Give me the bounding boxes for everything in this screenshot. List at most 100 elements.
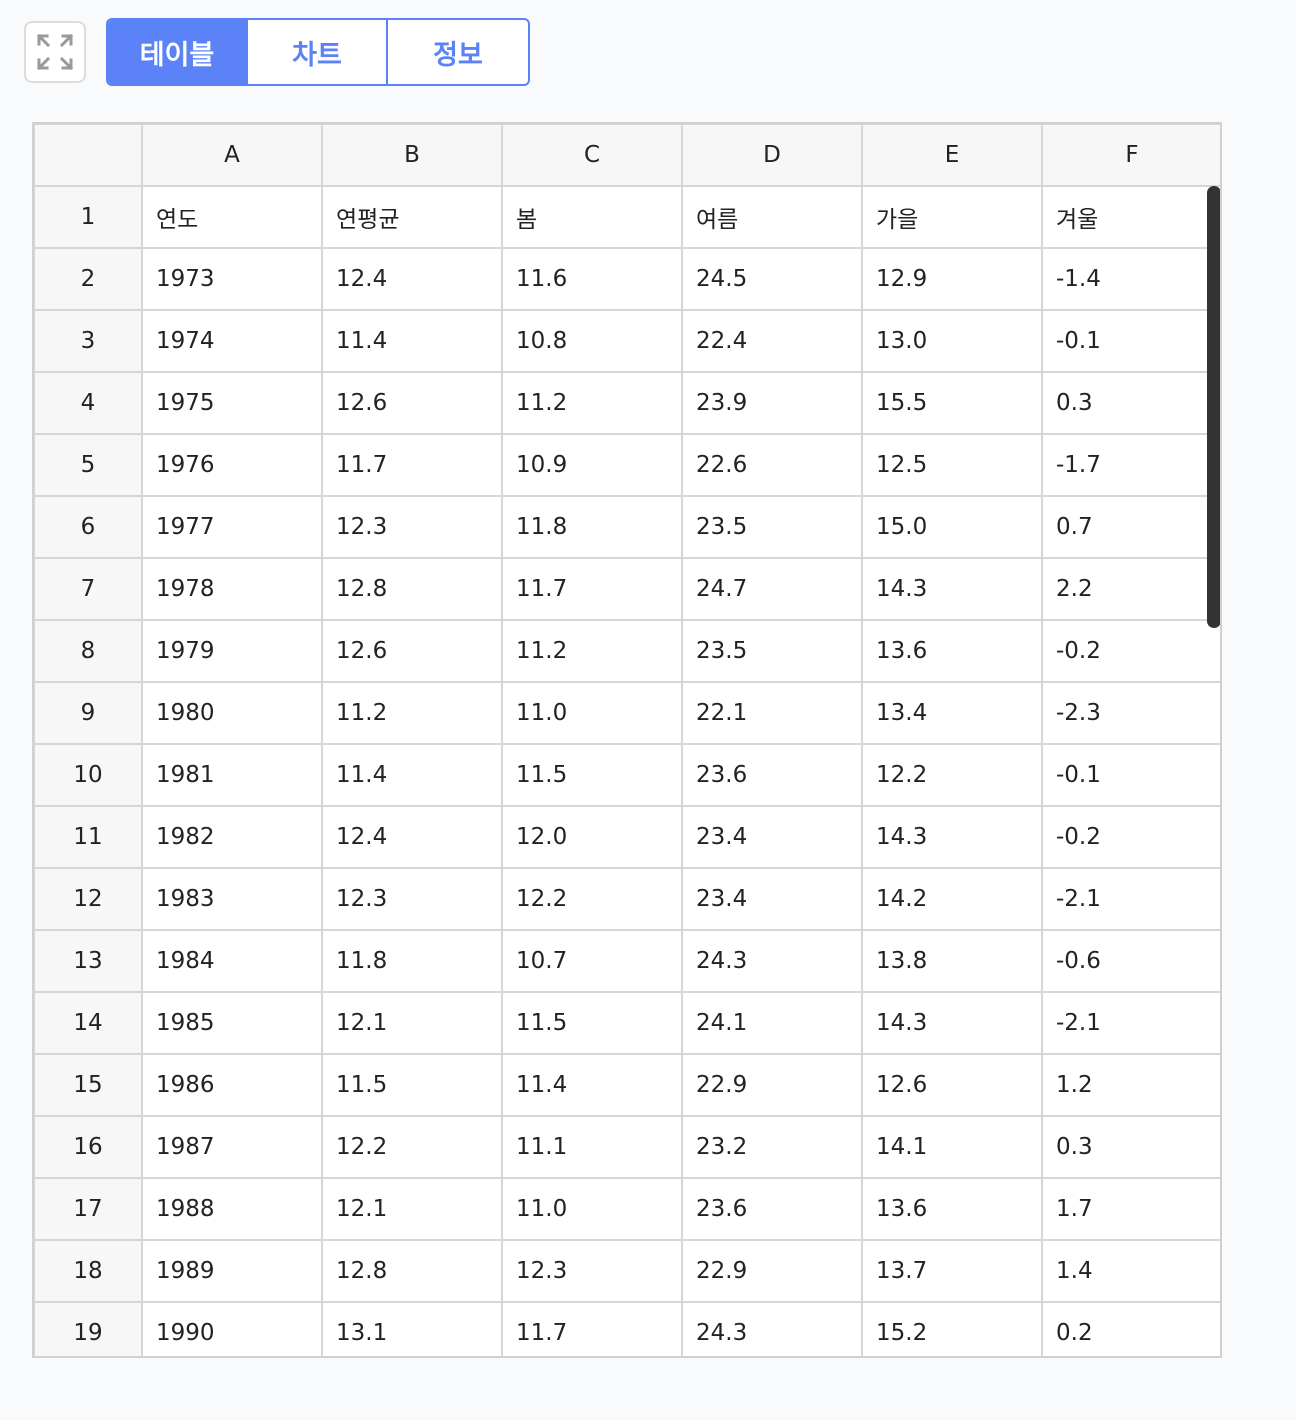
table-cell[interactable]: 14.3	[861, 991, 1043, 1055]
table-cell[interactable]: 1988	[141, 1177, 323, 1241]
table-cell[interactable]: 23.2	[681, 1115, 863, 1179]
table-cell[interactable]: 1981	[141, 743, 323, 807]
table-cell[interactable]: 12.9	[861, 247, 1043, 311]
table-cell[interactable]: 연도	[141, 185, 323, 249]
table-cell[interactable]: 0.7	[1041, 495, 1220, 559]
table-cell[interactable]: 23.6	[681, 1177, 863, 1241]
table-cell[interactable]: 23.5	[681, 495, 863, 559]
table-cell[interactable]: 22.1	[681, 681, 863, 745]
table-cell[interactable]: 11.2	[501, 619, 683, 683]
row-header[interactable]: 18	[34, 1239, 143, 1303]
table-cell[interactable]: 0.2	[1041, 1301, 1220, 1356]
table-cell[interactable]: -1.4	[1041, 247, 1220, 311]
table-cell[interactable]: 23.6	[681, 743, 863, 807]
table-cell[interactable]: 12.1	[321, 1177, 503, 1241]
table-cell[interactable]: 겨울	[1041, 185, 1220, 249]
row-header[interactable]: 8	[34, 619, 143, 683]
table-cell[interactable]: 12.3	[501, 1239, 683, 1303]
table-cell[interactable]: 가을	[861, 185, 1043, 249]
table-cell[interactable]: 11.0	[501, 681, 683, 745]
table-cell[interactable]: 여름	[681, 185, 863, 249]
table-cell[interactable]: 11.7	[501, 1301, 683, 1356]
table-cell[interactable]: 1984	[141, 929, 323, 993]
table-cell[interactable]: 12.6	[321, 371, 503, 435]
table-cell[interactable]: -2.1	[1041, 991, 1220, 1055]
table-cell[interactable]: -0.6	[1041, 929, 1220, 993]
table-cell[interactable]: 24.7	[681, 557, 863, 621]
table-cell[interactable]: 11.4	[321, 743, 503, 807]
table-cell[interactable]: 13.7	[861, 1239, 1043, 1303]
table-cell[interactable]: 1.4	[1041, 1239, 1220, 1303]
row-header[interactable]: 2	[34, 247, 143, 311]
row-header[interactable]: 1	[34, 185, 143, 249]
table-cell[interactable]: 24.3	[681, 1301, 863, 1356]
table-cell[interactable]: 12.4	[321, 805, 503, 869]
table-cell[interactable]: 24.3	[681, 929, 863, 993]
table-cell[interactable]: 연평균	[321, 185, 503, 249]
table-cell[interactable]: 11.1	[501, 1115, 683, 1179]
column-header[interactable]: A	[141, 124, 323, 187]
expand-button[interactable]	[24, 21, 86, 83]
table-cell[interactable]: 13.6	[861, 619, 1043, 683]
table-cell[interactable]: 1980	[141, 681, 323, 745]
table-cell[interactable]: 12.2	[501, 867, 683, 931]
table-cell[interactable]: 12.2	[861, 743, 1043, 807]
table-cell[interactable]: 12.1	[321, 991, 503, 1055]
row-header[interactable]: 4	[34, 371, 143, 435]
table-cell[interactable]: 11.2	[321, 681, 503, 745]
table-cell[interactable]: 24.5	[681, 247, 863, 311]
column-header[interactable]: E	[861, 124, 1043, 187]
column-header[interactable]: C	[501, 124, 683, 187]
table-cell[interactable]: 13.1	[321, 1301, 503, 1356]
table-cell[interactable]: 1973	[141, 247, 323, 311]
table-cell[interactable]: 11.2	[501, 371, 683, 435]
table-cell[interactable]: 11.8	[321, 929, 503, 993]
table-cell[interactable]: 1974	[141, 309, 323, 373]
column-header[interactable]: F	[1041, 124, 1220, 187]
table-cell[interactable]: 15.5	[861, 371, 1043, 435]
table-cell[interactable]: 22.9	[681, 1053, 863, 1117]
table-cell[interactable]: 1989	[141, 1239, 323, 1303]
table-cell[interactable]: -2.1	[1041, 867, 1220, 931]
table-cell[interactable]: 12.3	[321, 495, 503, 559]
table-cell[interactable]: 15.0	[861, 495, 1043, 559]
table-cell[interactable]: 10.9	[501, 433, 683, 497]
table-cell[interactable]: 0.3	[1041, 1115, 1220, 1179]
table-cell[interactable]: 11.8	[501, 495, 683, 559]
table-cell[interactable]: 22.4	[681, 309, 863, 373]
table-cell[interactable]: 1983	[141, 867, 323, 931]
row-header[interactable]: 13	[34, 929, 143, 993]
table-cell[interactable]: 13.8	[861, 929, 1043, 993]
row-header[interactable]: 15	[34, 1053, 143, 1117]
table-cell[interactable]: 1.7	[1041, 1177, 1220, 1241]
table-cell[interactable]: -2.3	[1041, 681, 1220, 745]
vertical-scrollbar[interactable]	[1207, 186, 1220, 628]
table-cell[interactable]: 1978	[141, 557, 323, 621]
table-cell[interactable]: 13.6	[861, 1177, 1043, 1241]
table-cell[interactable]: 12.8	[321, 557, 503, 621]
table-cell[interactable]: 22.9	[681, 1239, 863, 1303]
table-cell[interactable]: 23.9	[681, 371, 863, 435]
table-cell[interactable]: 1976	[141, 433, 323, 497]
table-cell[interactable]: -0.1	[1041, 743, 1220, 807]
row-header[interactable]: 11	[34, 805, 143, 869]
table-cell[interactable]: 12.4	[321, 247, 503, 311]
row-header[interactable]: 6	[34, 495, 143, 559]
table-cell[interactable]: 12.6	[861, 1053, 1043, 1117]
table-cell[interactable]: -0.2	[1041, 619, 1220, 683]
tab-table[interactable]: 테이블	[108, 20, 248, 84]
table-cell[interactable]: 14.3	[861, 805, 1043, 869]
table-cell[interactable]: 11.0	[501, 1177, 683, 1241]
table-cell[interactable]: 1986	[141, 1053, 323, 1117]
table-cell[interactable]: 1982	[141, 805, 323, 869]
table-cell[interactable]: 11.7	[501, 557, 683, 621]
row-header[interactable]: 14	[34, 991, 143, 1055]
table-cell[interactable]: 12.2	[321, 1115, 503, 1179]
table-cell[interactable]: 11.5	[501, 743, 683, 807]
table-cell[interactable]: 1977	[141, 495, 323, 559]
table-cell[interactable]: 1987	[141, 1115, 323, 1179]
table-cell[interactable]: 12.3	[321, 867, 503, 931]
table-cell[interactable]: 11.4	[321, 309, 503, 373]
table-cell[interactable]: 봄	[501, 185, 683, 249]
table-cell[interactable]: 13.0	[861, 309, 1043, 373]
